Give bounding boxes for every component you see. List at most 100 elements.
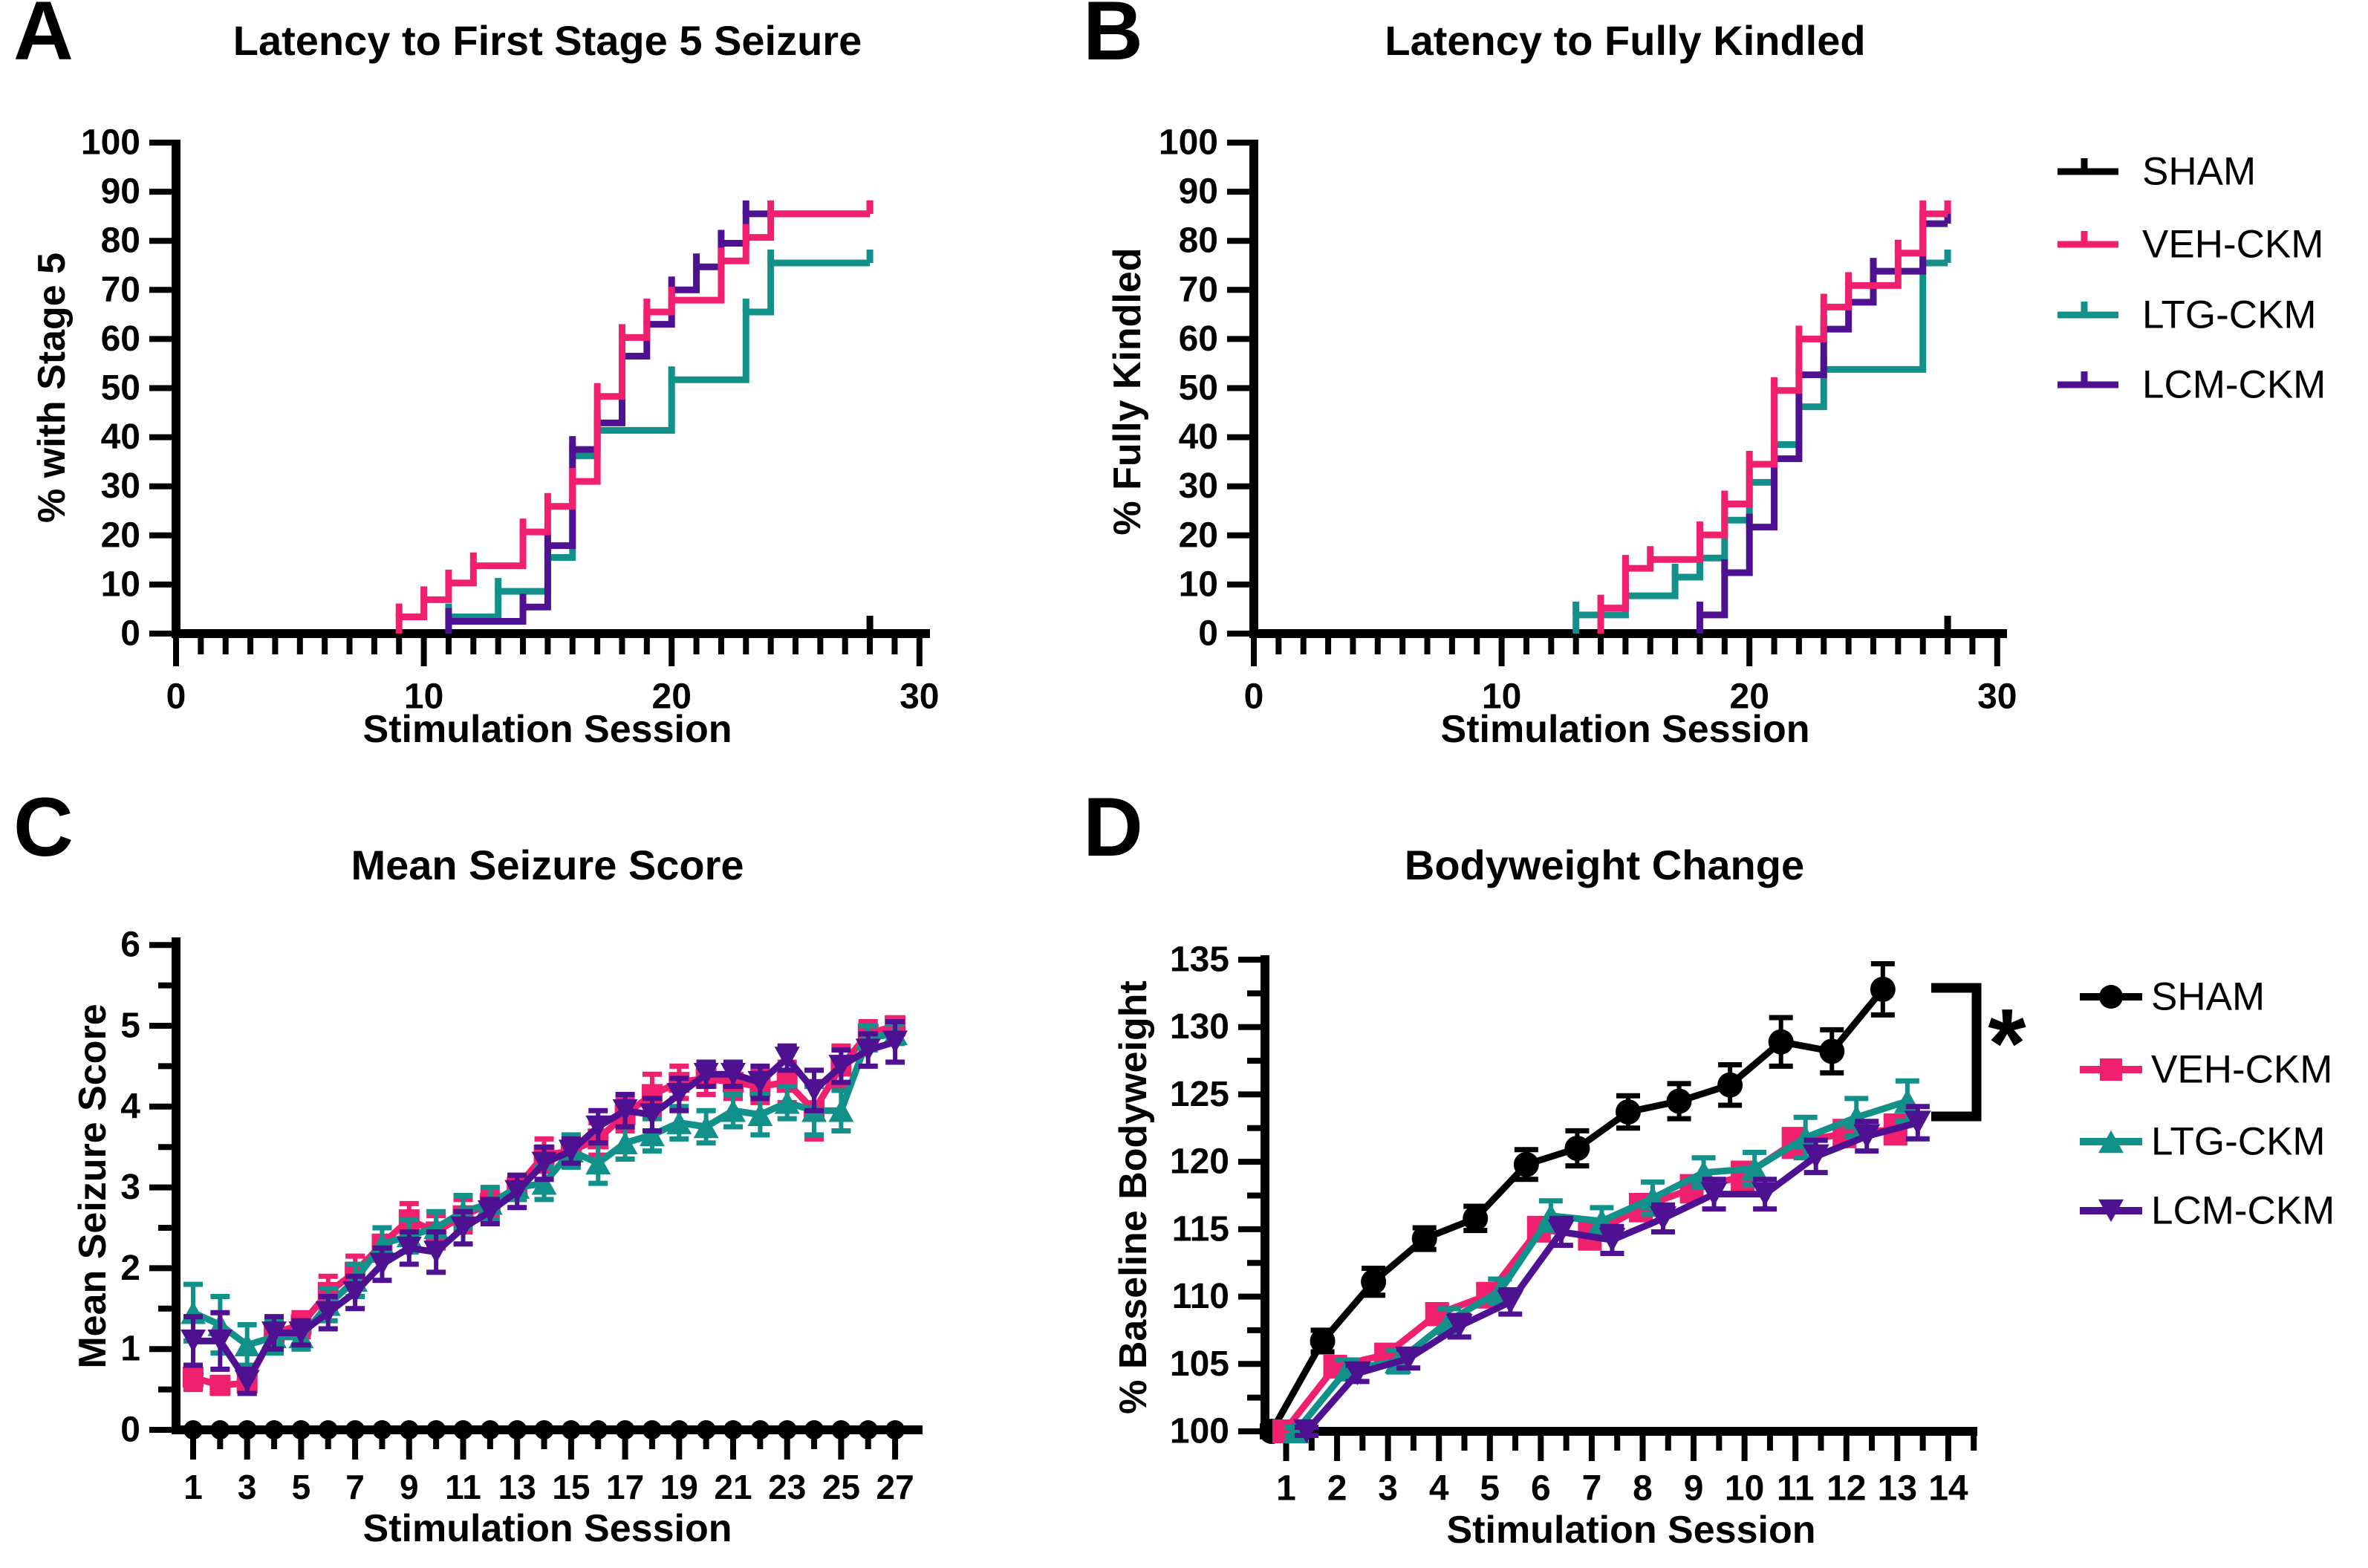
legend-ab-label-sham: SHAM <box>2142 149 2257 194</box>
panel-b-series-ltg-ckm <box>1572 249 1951 634</box>
panel-d-title: Bodyweight Change <box>1404 842 1805 888</box>
svg-text:0: 0 <box>1198 614 1218 654</box>
panel-b-xlabel: Stimulation Session <box>1440 708 1810 751</box>
svg-text:80: 80 <box>1179 221 1218 261</box>
svg-text:70: 70 <box>101 270 140 310</box>
svg-text:6: 6 <box>120 925 140 965</box>
svg-text:10: 10 <box>101 565 140 604</box>
svg-text:60: 60 <box>1179 319 1218 359</box>
svg-text:30: 30 <box>900 677 939 717</box>
svg-text:0: 0 <box>120 614 140 654</box>
panel-c-xlabel: Stimulation Session <box>362 1507 732 1550</box>
svg-text:3: 3 <box>238 1468 257 1506</box>
svg-text:30: 30 <box>1977 677 2017 717</box>
panel-letter-d: D <box>1083 781 1143 874</box>
svg-text:100: 100 <box>81 123 140 163</box>
svg-text:90: 90 <box>101 172 140 212</box>
svg-text:0: 0 <box>120 1411 140 1450</box>
legend-d-label-lcm: LCM-CKM <box>2151 1188 2335 1233</box>
svg-text:80: 80 <box>101 221 140 261</box>
panel-d-series-sham <box>1259 960 1896 1444</box>
svg-text:135: 135 <box>1170 940 1229 979</box>
legend-ab-label-ltg: LTG-CKM <box>2142 293 2317 337</box>
panel-a-title: Latency to First Stage 5 Seizure <box>232 17 862 64</box>
legend-ab-label-lcm: LCM-CKM <box>2142 362 2326 407</box>
svg-text:21: 21 <box>714 1468 752 1506</box>
svg-text:1: 1 <box>1276 1469 1296 1509</box>
svg-text:1: 1 <box>183 1468 203 1506</box>
legend-d-label-ltg: LTG-CKM <box>2151 1119 2326 1164</box>
svg-text:23: 23 <box>768 1468 806 1506</box>
significance-asterisk: * <box>1988 988 2026 1098</box>
legend-d-swatches <box>2080 985 2142 1223</box>
svg-text:13: 13 <box>498 1468 536 1506</box>
svg-text:40: 40 <box>1179 417 1218 457</box>
svg-text:2: 2 <box>1327 1469 1347 1509</box>
panel-d-xlabel: Stimulation Session <box>1446 1509 1816 1552</box>
svg-text:100: 100 <box>1170 1412 1229 1451</box>
panel-b-axes: 0 10 20 30 40 50 60 70 80 90 100 0 10 20 30 <box>1159 123 2017 717</box>
panel-b-series-veh-ckm <box>1597 200 1951 634</box>
legend-ab-swatches <box>2058 158 2118 388</box>
svg-text:120: 120 <box>1170 1142 1229 1182</box>
svg-text:30: 30 <box>101 466 140 506</box>
svg-text:50: 50 <box>1179 368 1218 408</box>
panel-a-ylabel: % with Stage 5 <box>30 252 74 524</box>
panel-d-ylabel: % Baseline Bodyweight <box>1112 980 1155 1414</box>
panel-c-series-sham <box>183 1420 905 1439</box>
legend-d-label-sham: SHAM <box>2151 975 2265 1019</box>
svg-text:3: 3 <box>1378 1469 1398 1509</box>
svg-text:15: 15 <box>552 1468 590 1506</box>
panel-a-series-veh-ckm <box>395 200 874 634</box>
svg-text:90: 90 <box>1179 172 1218 212</box>
svg-text:27: 27 <box>876 1468 914 1506</box>
svg-text:3: 3 <box>120 1168 140 1207</box>
svg-text:20: 20 <box>652 677 692 717</box>
svg-text:7: 7 <box>345 1468 365 1506</box>
svg-text:5: 5 <box>292 1468 311 1506</box>
svg-text:12: 12 <box>1827 1469 1866 1509</box>
panel-a-series-ltg-ckm <box>445 249 874 634</box>
svg-text:100: 100 <box>1159 123 1218 163</box>
panel-letter-c: C <box>13 781 74 874</box>
svg-text:8: 8 <box>1633 1469 1653 1509</box>
svg-text:125: 125 <box>1170 1075 1229 1114</box>
svg-text:130: 130 <box>1170 1007 1229 1047</box>
svg-text:10: 10 <box>1179 565 1218 604</box>
svg-text:19: 19 <box>660 1468 698 1506</box>
svg-text:20: 20 <box>1730 677 1769 717</box>
svg-text:30: 30 <box>1179 466 1218 506</box>
panel-c-series-lcm-ckm <box>180 1019 908 1396</box>
svg-text:9: 9 <box>1684 1469 1704 1509</box>
svg-text:5: 5 <box>120 1006 140 1046</box>
significance-bracket <box>1931 983 1982 1122</box>
svg-text:1: 1 <box>120 1330 140 1369</box>
svg-text:70: 70 <box>1179 270 1218 310</box>
svg-text:7: 7 <box>1582 1469 1602 1509</box>
svg-text:6: 6 <box>1531 1469 1551 1509</box>
panel-b-ylabel: % Fully Kindled <box>1106 247 1149 536</box>
panel-letter-a: A <box>13 0 74 77</box>
panel-c-title: Mean Seizure Score <box>351 842 744 888</box>
panel-letter-b: B <box>1083 0 1143 77</box>
panel-c-ylabel: Mean Seizure Score <box>71 1003 114 1369</box>
svg-text:0: 0 <box>166 677 186 717</box>
panel-a-series-sham <box>176 616 874 637</box>
svg-text:40: 40 <box>101 417 140 457</box>
svg-text:4: 4 <box>120 1087 140 1126</box>
panel-d-series-lcm-ckm <box>1293 1104 1931 1444</box>
svg-text:60: 60 <box>101 319 140 359</box>
svg-text:11: 11 <box>445 1468 481 1506</box>
svg-text:50: 50 <box>101 368 140 408</box>
svg-text:105: 105 <box>1170 1344 1229 1384</box>
svg-text:115: 115 <box>1172 1209 1229 1249</box>
svg-text:13: 13 <box>1878 1469 1917 1509</box>
svg-text:20: 20 <box>1179 515 1218 555</box>
svg-text:17: 17 <box>606 1468 644 1506</box>
panel-b-title: Latency to Fully Kindled <box>1385 17 1866 64</box>
svg-text:10: 10 <box>404 677 443 717</box>
